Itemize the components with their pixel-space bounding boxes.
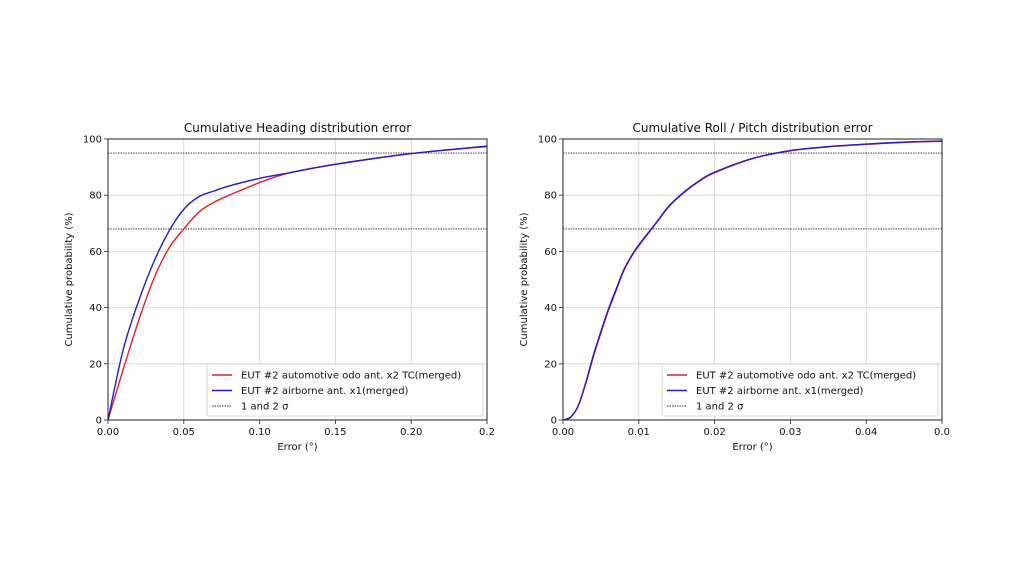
legend-label: EUT #2 airborne ant. x1(merged) [696, 386, 864, 397]
legend: EUT #2 automotive odo ant. x2 TC(merged)… [206, 363, 484, 417]
y-tick-label: 60 [89, 247, 102, 258]
legend-box [206, 363, 484, 417]
legend-label: EUT #2 automotive odo ant. x2 TC(merged) [696, 371, 916, 382]
y-tick-label: 80 [89, 191, 102, 202]
plot-frame [107, 138, 488, 421]
y-tick-label: 20 [89, 359, 102, 370]
x-axis-label: Error (°) [732, 442, 772, 453]
y-axis-label: Cumulative probability (%) [519, 212, 530, 346]
y-tick-label: 40 [544, 303, 557, 314]
y-axis-label: Cumulative probability (%) [64, 212, 75, 346]
x-tick-label: 0.10 [248, 427, 270, 438]
legend-label: EUT #2 automotive odo ant. x2 TC(merged) [241, 371, 461, 382]
x-tick-label: 0.00 [552, 427, 574, 438]
legend-label: EUT #2 airborne ant. x1(merged) [241, 386, 409, 397]
series-line [563, 140, 942, 420]
y-tick-label: 0 [96, 416, 102, 427]
x-tick-label: 0.00 [97, 427, 119, 438]
chart-panel-2: 0.00 0.01 0.02 0.03 0.04 0.0020406080100Cumul… [519, 121, 950, 453]
y-tick-label: 20 [544, 359, 557, 370]
chart-panel-1: 0.00 0.05 0.10 0.15 0.20 0.2020406080100Cumul… [64, 121, 495, 453]
y-tick-label: 100 [83, 135, 102, 146]
y-tick-label: 40 [89, 303, 102, 314]
x-tick-label: 0.05 [173, 427, 195, 438]
y-tick-label: 80 [544, 191, 557, 202]
plot-frame [562, 138, 943, 421]
x-tick-label: 0.2 [479, 427, 495, 438]
legend-box [661, 363, 939, 417]
x-tick-label: 0.04 [855, 427, 877, 438]
x-tick-label: 0.0 [934, 427, 950, 438]
y-tick-label: 0 [551, 416, 557, 427]
x-axis-label: Error (°) [277, 442, 317, 453]
x-tick-label: 0.20 [400, 427, 422, 438]
legend-label: 1 and 2 σ [696, 402, 744, 413]
chart-title: Cumulative Roll / Pitch distribution err… [632, 121, 872, 135]
x-tick-label: 0.15 [324, 427, 346, 438]
y-tick-label: 60 [544, 247, 557, 258]
x-tick-label: 0.03 [779, 427, 801, 438]
x-tick-label: 0.02 [703, 427, 725, 438]
legend: EUT #2 automotive odo ant. x2 TC(merged)… [661, 363, 939, 417]
series-line [108, 145, 487, 420]
y-tick-label: 100 [538, 135, 557, 146]
chart-title: Cumulative Heading distribution error [184, 121, 411, 135]
legend-label: 1 and 2 σ [241, 402, 289, 413]
x-tick-label: 0.01 [628, 427, 650, 438]
